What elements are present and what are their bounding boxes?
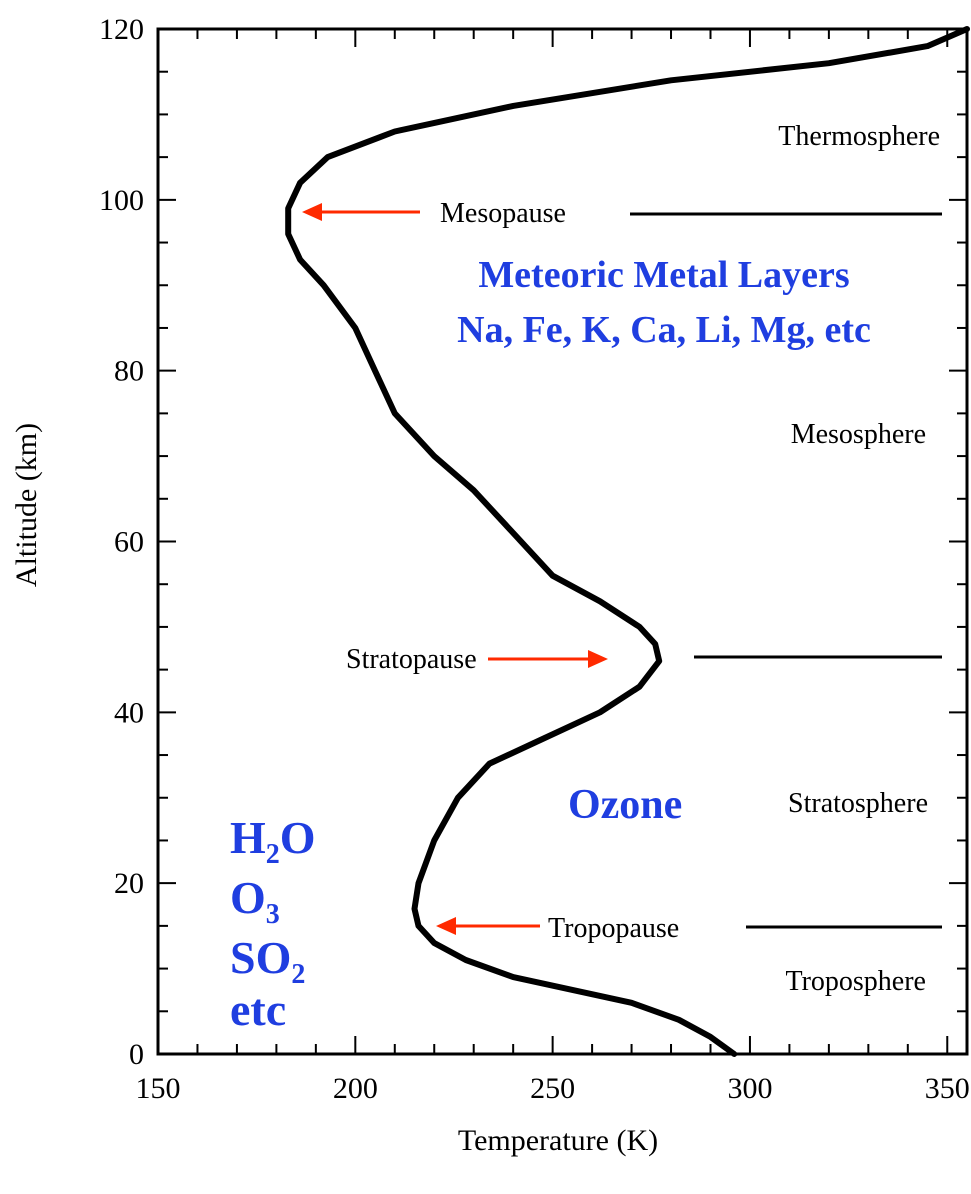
- troposphere-label: Troposphere: [785, 966, 926, 997]
- plot-frame: [156, 27, 969, 1056]
- x-tick-label: 250: [530, 1072, 575, 1105]
- y-tick-label: 40: [114, 696, 144, 729]
- ozone-label: Ozone: [568, 782, 682, 828]
- stratopause-label: Stratopause: [346, 644, 477, 675]
- so2-label: SO2: [230, 932, 305, 990]
- stratopause-arrow: [488, 650, 608, 668]
- tropopause-arrow: [436, 917, 540, 935]
- y-axis-title: Altitude (km): [10, 423, 43, 587]
- y-tick-label: 120: [99, 13, 144, 46]
- x-axis-title: Temperature (K): [458, 1124, 658, 1157]
- y-tick-label: 20: [114, 867, 144, 900]
- o3-label: O3: [230, 872, 280, 930]
- y-tick-label: 80: [114, 355, 144, 388]
- tropopause-label: Tropopause: [548, 913, 679, 944]
- metal-layers-species: Na, Fe, K, Ca, Li, Mg, etc: [457, 309, 871, 351]
- y-tick-label: 60: [114, 526, 144, 559]
- x-tick-label: 150: [136, 1072, 181, 1105]
- mesopause-label: Mesopause: [440, 198, 566, 229]
- mesopause-arrow: [302, 203, 420, 221]
- axis-ticks: [157, 28, 967, 1055]
- x-tick-label: 300: [727, 1072, 772, 1105]
- mesosphere-label: Mesosphere: [791, 419, 926, 450]
- h2o-label: H2O: [230, 812, 316, 870]
- y-tick-label: 100: [99, 184, 144, 217]
- thermosphere-label: Thermosphere: [778, 121, 940, 152]
- axis-tick-labels: 150 200 250 300 350 0 20 40 60 80 100 120: [99, 13, 970, 1105]
- etc-label: etc: [230, 984, 286, 1035]
- stratosphere-label: Stratosphere: [788, 788, 928, 819]
- x-tick-label: 350: [925, 1072, 970, 1105]
- temperature-profile-line: [285, 26, 970, 1057]
- y-tick-label: 0: [129, 1038, 144, 1071]
- x-tick-label: 200: [333, 1072, 378, 1105]
- metal-layers-title: Meteoric Metal Layers: [478, 254, 849, 296]
